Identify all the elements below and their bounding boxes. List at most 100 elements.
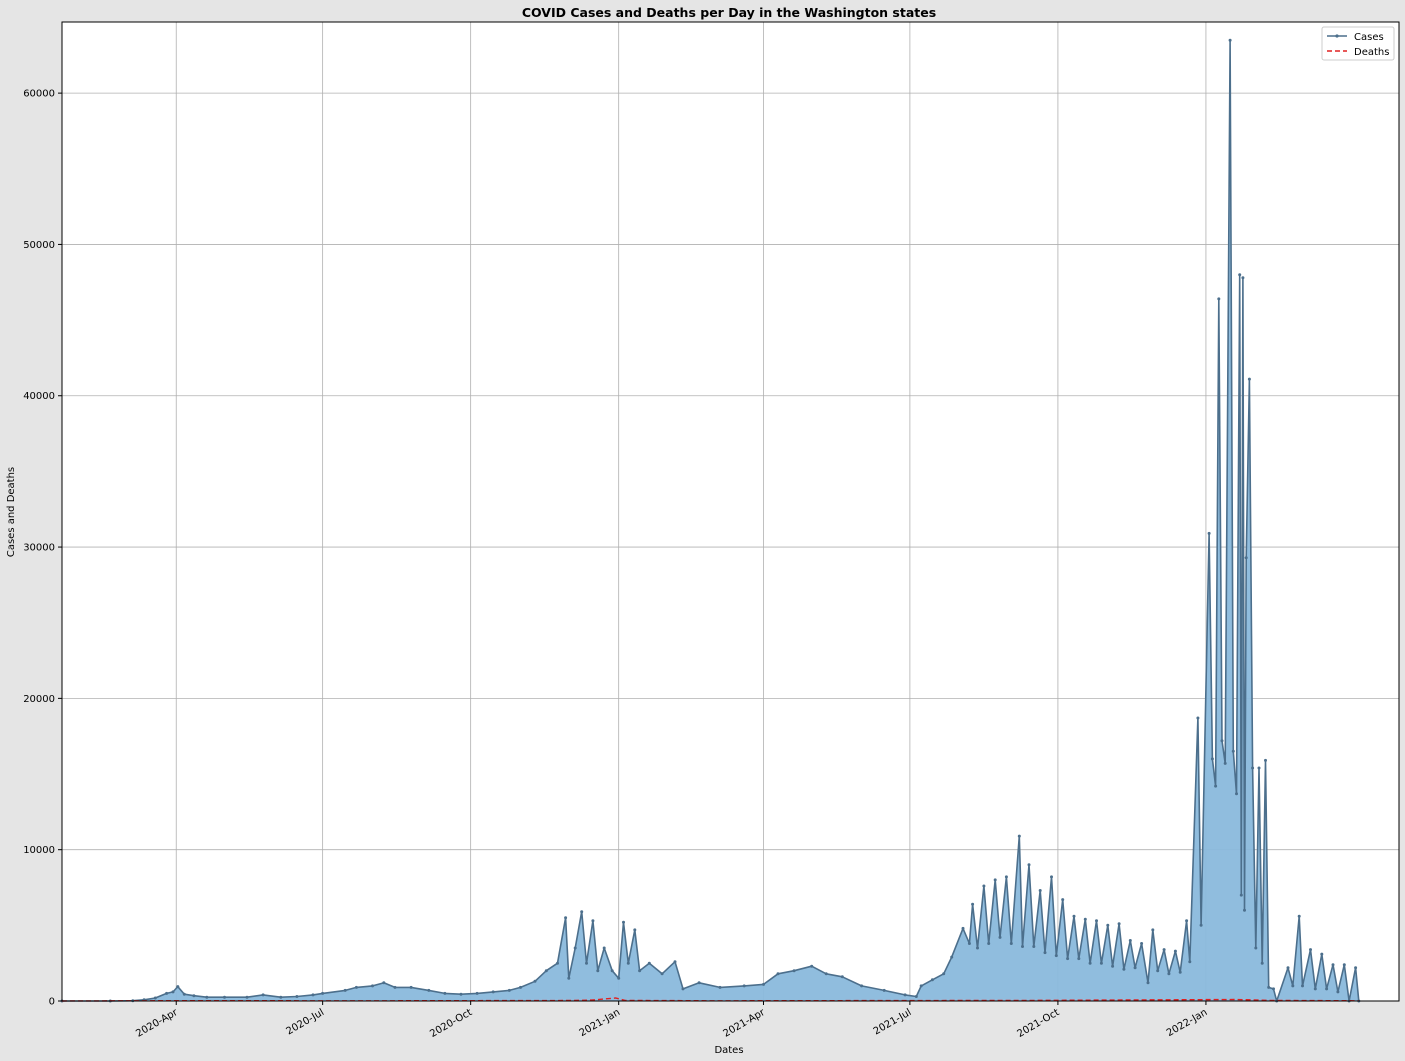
cases-point [762, 982, 765, 986]
cases-point [1017, 834, 1021, 838]
cases-point [903, 993, 907, 997]
cases-point [1083, 917, 1087, 921]
cases-point [622, 920, 625, 924]
cases-point [1325, 987, 1329, 991]
cases-point [1267, 985, 1271, 989]
cases-point [824, 972, 828, 976]
cases-point [718, 985, 722, 989]
cases-point [647, 961, 651, 965]
cases-point [1122, 967, 1126, 971]
y-tick-label: 0 [49, 997, 55, 1008]
cases-point [475, 991, 479, 995]
cases-point [1173, 949, 1177, 953]
cases-point [564, 916, 568, 920]
legend-marker-cases [1335, 34, 1339, 38]
cases-point [971, 902, 975, 906]
y-tick-label: 60000 [23, 89, 55, 100]
cases-point [544, 969, 548, 973]
cases-point [1272, 987, 1275, 991]
cases-point [1066, 957, 1070, 961]
cases-point [776, 972, 780, 976]
cases-point [459, 992, 463, 996]
cases-point [1004, 875, 1008, 879]
cases-point [153, 996, 157, 1000]
cases-point [556, 961, 559, 965]
cases-point [1027, 863, 1031, 867]
cases-point [987, 942, 991, 945]
cases-point [1244, 556, 1248, 560]
cases-point [205, 995, 209, 999]
cases-point [409, 985, 413, 989]
cases-point [982, 884, 986, 888]
cases-point [950, 955, 954, 959]
cases-point [1264, 758, 1267, 762]
x-tick-label: 2020-Oct [428, 1007, 474, 1040]
cases-point [617, 976, 621, 980]
cases-point [993, 878, 997, 882]
cases-point [742, 984, 746, 988]
cases-point [1038, 889, 1042, 892]
cases-point [295, 995, 299, 998]
y-tick-label: 20000 [23, 694, 55, 705]
cases-point [1257, 766, 1261, 770]
cases-point [976, 946, 979, 950]
x-axis-label: Dates [714, 1045, 743, 1056]
cases-point [1239, 893, 1243, 897]
cases-point [860, 984, 864, 988]
cases-point [1214, 784, 1218, 788]
cases-point [602, 946, 606, 950]
cases-point [279, 995, 283, 999]
cases-point [914, 995, 918, 998]
cases-point [810, 964, 814, 968]
cases-point [1156, 969, 1160, 973]
cases-point [533, 979, 537, 983]
cases-point [998, 935, 1002, 939]
x-tick-label: 2021-Apr [722, 1007, 768, 1040]
cases-point [519, 985, 522, 989]
cases-point [1238, 273, 1242, 277]
cases-point [1106, 923, 1110, 927]
cases-point [165, 991, 169, 995]
cases-point [1095, 919, 1098, 923]
cases-point [1251, 766, 1255, 770]
cases-point [1178, 970, 1182, 974]
cases-point [1235, 792, 1238, 796]
cases-point [1286, 966, 1290, 970]
cases-point [633, 928, 637, 932]
deaths-line [61, 997, 1359, 1002]
cases-point [573, 946, 577, 950]
cases-point [792, 969, 796, 973]
cases-point [311, 993, 315, 997]
cases-point [1072, 914, 1076, 918]
cases-point [1167, 972, 1171, 976]
y-tick-label: 40000 [23, 391, 55, 402]
cases-point [171, 990, 175, 994]
cases-point [1140, 942, 1144, 945]
cases-point [192, 994, 196, 998]
y-tick-label: 10000 [23, 845, 55, 856]
cases-point [1199, 923, 1203, 927]
cases-point [1254, 946, 1258, 950]
cases-point [626, 961, 630, 965]
cases-point [382, 981, 386, 985]
cases-point [1336, 990, 1340, 994]
cases-point [882, 988, 886, 992]
cases-point [245, 995, 249, 999]
cases-point [967, 942, 971, 945]
cases-point [223, 995, 226, 999]
x-tick-label: 2020-Apr [134, 1007, 180, 1040]
cases-point [443, 991, 447, 995]
cases-line [62, 39, 1360, 1002]
cases-point [1061, 898, 1065, 902]
cases-point [930, 978, 934, 982]
x-tick-label: 2022-Jan [1165, 1007, 1209, 1039]
cases-point [1247, 377, 1251, 381]
cases-point [1088, 961, 1092, 965]
plot-background [62, 22, 1399, 1001]
cases-point [1243, 908, 1246, 912]
cases-point [840, 975, 844, 979]
legend: Cases Deaths [1321, 26, 1395, 61]
y-tick-label: 50000 [23, 240, 55, 251]
cases-point [1291, 984, 1295, 988]
cases-point [176, 985, 180, 989]
